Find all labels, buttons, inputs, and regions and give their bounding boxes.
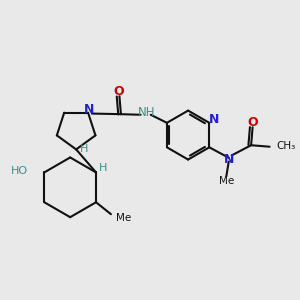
Text: O: O [114,85,124,98]
Text: O: O [248,116,258,129]
Text: Me: Me [219,176,234,186]
Text: Me: Me [116,213,132,223]
Text: N: N [209,113,219,126]
Text: H: H [98,163,107,173]
Text: N: N [84,103,94,116]
Text: N: N [224,153,235,166]
Text: NH: NH [138,106,156,119]
Text: HO: HO [11,166,28,176]
Text: CH₃: CH₃ [277,141,296,152]
Text: H: H [80,144,89,154]
